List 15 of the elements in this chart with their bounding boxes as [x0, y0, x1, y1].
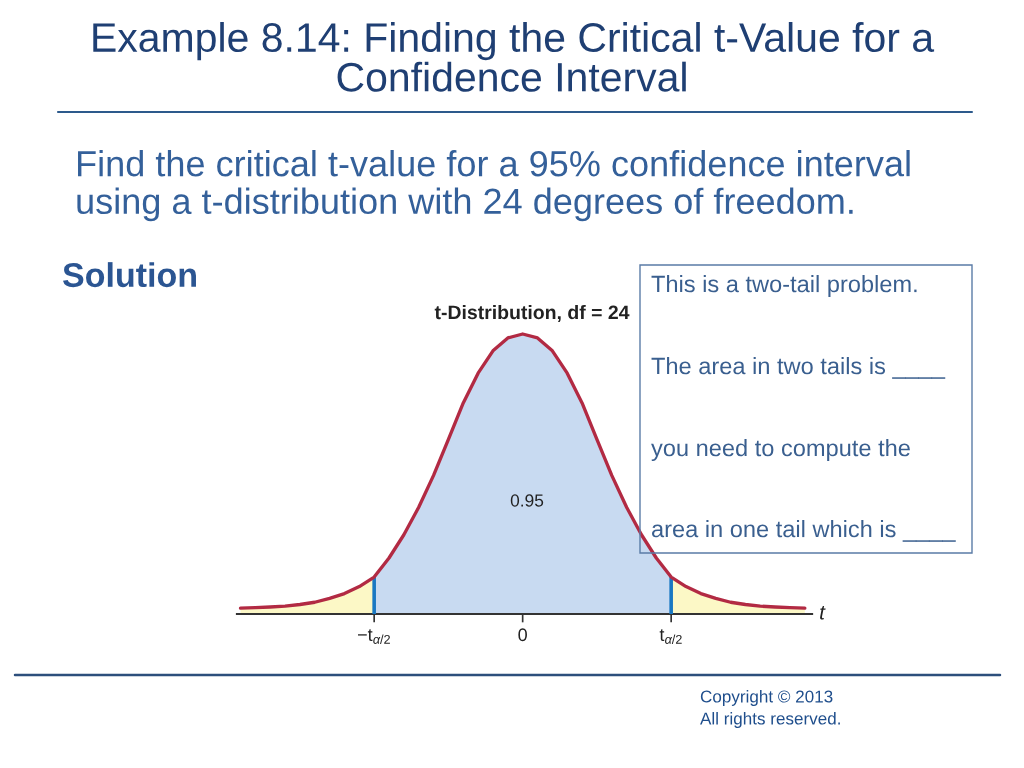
text: t-Distribution, df = 24 [434, 304, 630, 323]
x-axis-title: t [820, 605, 826, 620]
text: Solution [62, 262, 196, 288]
chart-subtitle: Find the critical t-value for a 95% confidence interval using a t-distribution with 24 degrees of freedom. [77, 150, 910, 222]
text: Copyright © 2013 [700, 690, 833, 706]
annotation: you need to compute the [651, 438, 910, 461]
chart-title: Example 8.14: Finding the Critical t-Value for a Confidence Interval [93, 22, 935, 92]
annotation: 0.95 [510, 494, 544, 507]
annotation: area in one tail which is ____ [652, 519, 956, 542]
x-tick-label: −t$_{α/2}$ [357, 629, 390, 644]
text: This is a two-tail problem. [651, 274, 917, 297]
x-tick-label: t$_{α/2}$ [659, 629, 682, 644]
text: All rights reserved. [700, 712, 840, 728]
annotation: The area in two tails is ____ [651, 356, 946, 379]
x-tick-label: 0 [518, 628, 527, 642]
